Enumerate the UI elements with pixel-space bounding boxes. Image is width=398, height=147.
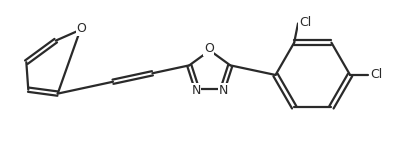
Text: O: O (76, 22, 86, 35)
Text: N: N (191, 84, 201, 97)
Text: Cl: Cl (371, 69, 383, 81)
Text: N: N (219, 84, 228, 97)
Text: Cl: Cl (299, 16, 311, 29)
Text: O: O (204, 42, 214, 55)
